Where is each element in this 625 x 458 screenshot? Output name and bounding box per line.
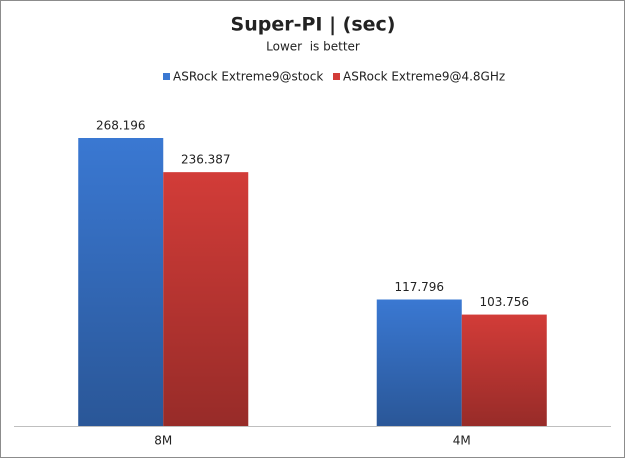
bar-shade: [163, 172, 249, 426]
bar-shade: [78, 138, 164, 426]
chart-title: Super-PI | (sec): [231, 14, 396, 36]
x-tick-label: 4M: [453, 434, 471, 448]
x-tick-label: 8M: [154, 434, 172, 448]
legend-label: ASRock Extreme9@4.8GHz: [343, 70, 505, 84]
data-label: 103.756: [479, 295, 529, 309]
legend-swatch: [333, 73, 340, 80]
data-label: 236.387: [181, 153, 231, 167]
bar-shade: [376, 299, 462, 426]
legend-swatch: [163, 73, 170, 80]
bar-shade: [461, 314, 547, 426]
legend-label: ASRock Extreme9@stock: [173, 70, 323, 84]
data-label: 268.196: [96, 119, 146, 133]
chart-subtitle: Lower is better: [266, 40, 360, 54]
data-label: 117.796: [394, 280, 444, 294]
